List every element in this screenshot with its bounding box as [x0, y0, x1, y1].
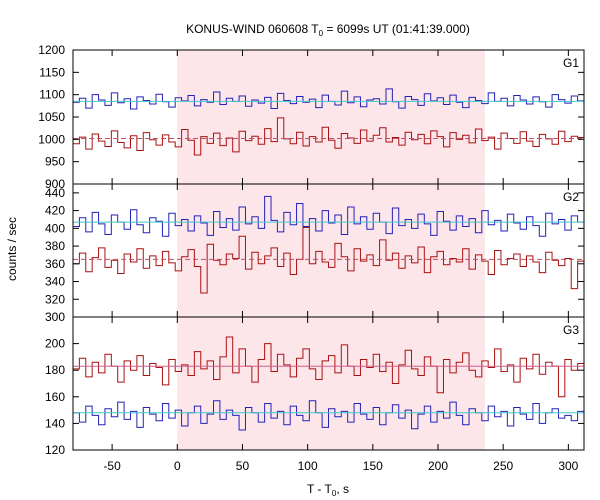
y-tick-label: 160	[45, 390, 65, 404]
y-tick-label: 300	[45, 310, 65, 324]
y-tick-label: 900	[45, 177, 65, 191]
y-axis-label: counts / sec	[5, 217, 19, 281]
x-tick-label: 250	[493, 459, 513, 473]
y-tick-label: 440	[45, 186, 65, 200]
y-tick-label: 420	[45, 204, 65, 218]
y-tick-label: 380	[45, 239, 65, 253]
x-tick-label: 300	[558, 459, 578, 473]
x-tick-label: 150	[363, 459, 383, 473]
y-tick-label: 180	[45, 363, 65, 377]
y-tick-label: 1100	[39, 88, 65, 102]
y-tick-label: 950	[45, 155, 65, 169]
y-tick-label: 1200	[38, 43, 65, 57]
y-tick-label: 340	[45, 275, 65, 289]
series-line-g3-0	[73, 336, 584, 398]
y-tick-label: 120	[45, 443, 65, 457]
panel-label: G2	[563, 190, 579, 204]
y-tick-label: 400	[45, 221, 65, 235]
series-line-g2-0	[73, 195, 584, 237]
x-tick-label: 100	[298, 459, 318, 473]
shaded-interval	[177, 317, 485, 450]
panel-g1: 900 950 1000 1050 1100 1150 1200 G1	[38, 43, 585, 191]
series-line-g2-1	[73, 226, 584, 294]
chart-title: KONUS-WIND 060608 T0 = 6099s UT (01:41:3…	[186, 22, 470, 38]
panel-frame	[72, 316, 585, 451]
panel-g3: 120 140 160 180 200 G3	[45, 316, 585, 457]
panel-g2: 300 320 340 360 380 400 420 440 G2	[45, 183, 585, 324]
y-tick-label: 360	[45, 257, 65, 271]
series-line-g1-1	[73, 117, 584, 156]
panel-label: G3	[563, 323, 579, 337]
x-tick-label: 200	[428, 459, 448, 473]
y-tick-label: 200	[45, 337, 65, 351]
y-tick-label: 320	[45, 292, 65, 306]
shaded-interval	[177, 50, 485, 184]
y-tick-label: 1050	[38, 110, 65, 124]
shaded-interval	[177, 184, 485, 317]
x-tick-label: -50	[103, 459, 121, 473]
y-tick-label: 1000	[38, 132, 65, 146]
y-tick-label: 140	[45, 416, 65, 430]
series-line-g3-1	[73, 400, 584, 431]
panel-label: G1	[563, 56, 579, 70]
x-axis-label: T - T0, s	[307, 482, 349, 498]
x-tick-label: 0	[174, 459, 181, 473]
plot-area: 90095010001050110011501200G1300320340360…	[38, 43, 585, 473]
x-tick-label: 50	[236, 459, 250, 473]
y-tick-label: 1150	[39, 65, 65, 79]
